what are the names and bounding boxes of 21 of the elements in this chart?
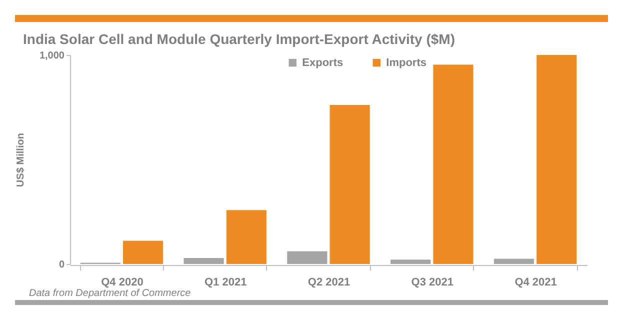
x-tick-label: Q4 2021 [514, 276, 557, 288]
bar [287, 251, 328, 264]
legend-label: Imports [386, 56, 426, 69]
x-tick-label: Q4 2020 [101, 276, 144, 288]
x-tick-label: Q3 2021 [411, 276, 454, 288]
bar [184, 258, 224, 264]
bar [226, 210, 266, 264]
bar [536, 55, 577, 264]
bar [390, 260, 431, 264]
y-tick-label: 0 [58, 260, 65, 270]
chart-title: India Solar Cell and Module Quarterly Import-Export Activity ($M) [23, 31, 455, 47]
bar [433, 64, 474, 264]
x-tick-label: Q1 2021 [204, 276, 247, 288]
text: Data from Department of Commerce [29, 288, 191, 299]
y-axis-title: US$ Million [15, 133, 26, 187]
y-tick-label: 1,000 [39, 50, 65, 62]
bar [122, 240, 164, 264]
x-tick-label: Q2 2021 [308, 276, 350, 288]
legend-label: Exports [302, 56, 344, 69]
bar [330, 104, 370, 264]
bar [494, 258, 534, 264]
